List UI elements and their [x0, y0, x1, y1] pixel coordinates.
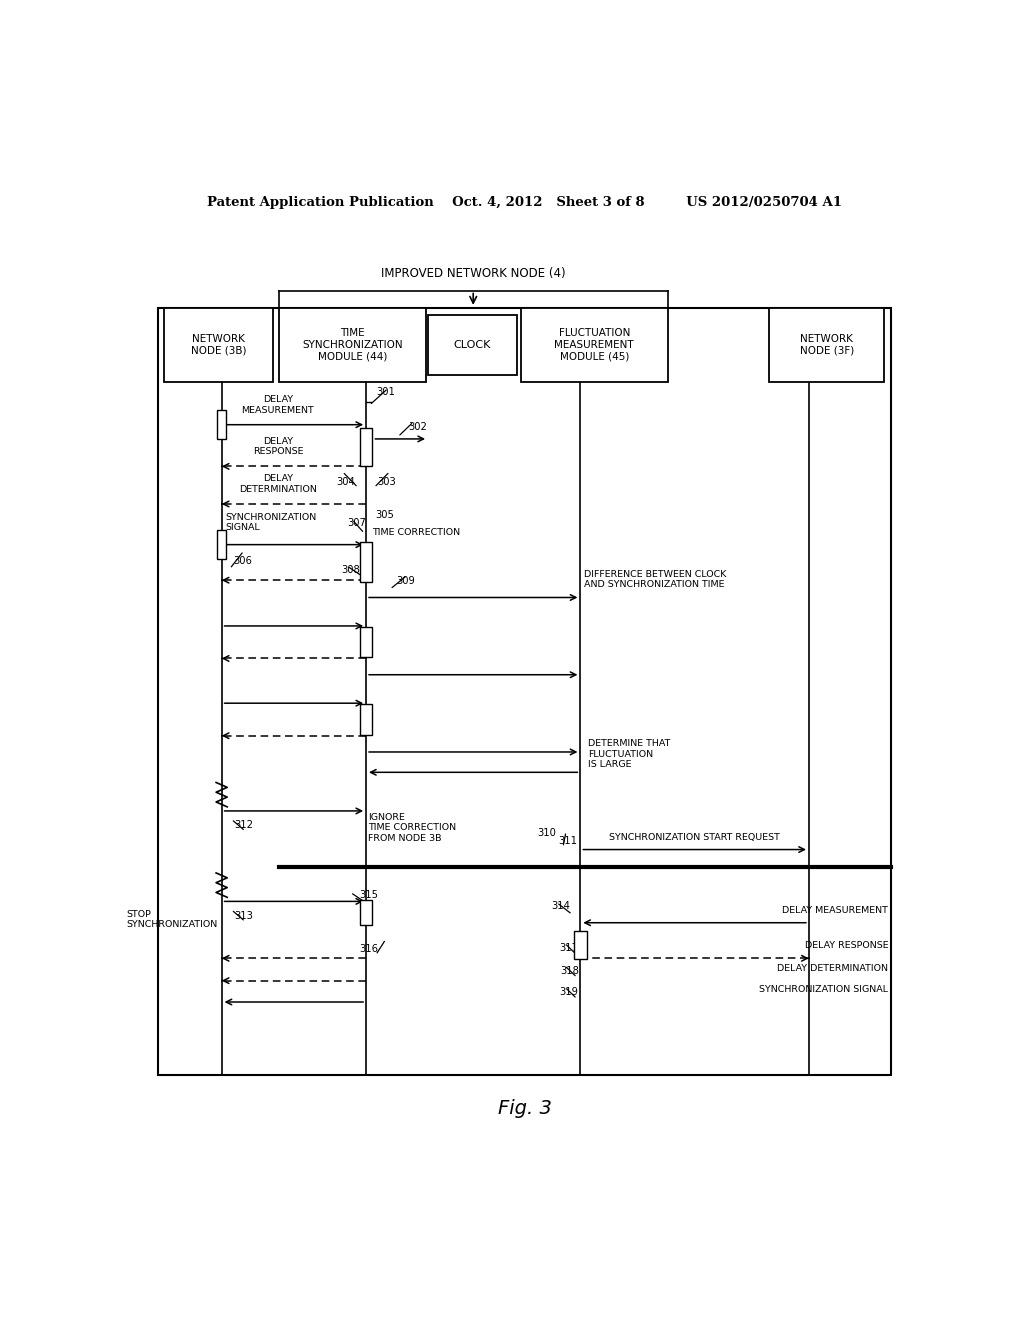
Text: DELAY DETERMINATION: DELAY DETERMINATION: [777, 964, 888, 973]
Text: 306: 306: [232, 556, 252, 566]
Text: 311: 311: [558, 837, 578, 846]
Text: 301: 301: [377, 387, 395, 397]
Text: TIME CORRECTION: TIME CORRECTION: [373, 528, 461, 536]
Text: DELAY
MEASUREMENT: DELAY MEASUREMENT: [242, 395, 314, 414]
Text: CLOCK: CLOCK: [454, 341, 492, 350]
Text: DELAY
RESPONSE: DELAY RESPONSE: [253, 437, 303, 457]
Text: 304: 304: [336, 477, 355, 487]
Bar: [279, 308, 426, 381]
Text: DELAY RESPONSE: DELAY RESPONSE: [805, 941, 888, 950]
Text: 319: 319: [560, 987, 579, 997]
Text: 309: 309: [396, 577, 415, 586]
Text: 315: 315: [359, 890, 378, 900]
Text: DELAY
DETERMINATION: DELAY DETERMINATION: [239, 474, 316, 494]
Text: DELAY MEASUREMENT: DELAY MEASUREMENT: [782, 906, 888, 915]
Text: 318: 318: [560, 965, 579, 975]
Text: NETWORK
NODE (3B): NETWORK NODE (3B): [190, 334, 246, 355]
Text: STOP
SYNCHRONIZATION: STOP SYNCHRONIZATION: [126, 909, 218, 929]
Text: 312: 312: [234, 820, 253, 830]
Text: TIME
SYNCHRONIZATION
MODULE (44): TIME SYNCHRONIZATION MODULE (44): [302, 329, 402, 362]
Text: DETERMINE THAT
FLUCTUATION
IS LARGE: DETERMINE THAT FLUCTUATION IS LARGE: [588, 739, 671, 770]
Text: 308: 308: [341, 565, 359, 576]
Text: IGNORE
TIME CORRECTION
FROM NODE 3B: IGNORE TIME CORRECTION FROM NODE 3B: [368, 813, 456, 842]
Text: 307: 307: [347, 519, 366, 528]
Text: SYNCHRONIZATION
SIGNAL: SYNCHRONIZATION SIGNAL: [225, 513, 316, 532]
Bar: [574, 931, 587, 960]
Bar: [359, 900, 373, 925]
Bar: [217, 411, 226, 440]
Text: 313: 313: [234, 911, 253, 920]
Text: 310: 310: [538, 828, 556, 838]
Text: FLUCTUATION
MEASUREMENT
MODULE (45): FLUCTUATION MEASUREMENT MODULE (45): [554, 329, 634, 362]
Text: 305: 305: [376, 510, 394, 520]
Text: 303: 303: [377, 477, 396, 487]
Bar: [359, 627, 373, 657]
Bar: [428, 315, 517, 375]
Text: 314: 314: [551, 902, 570, 912]
Bar: [164, 308, 273, 381]
Bar: [158, 308, 892, 1076]
Bar: [359, 704, 373, 735]
Text: Fig. 3: Fig. 3: [498, 1100, 552, 1118]
Bar: [217, 531, 226, 558]
Text: SYNCHRONIZATION SIGNAL: SYNCHRONIZATION SIGNAL: [759, 985, 888, 994]
Text: NETWORK
NODE (3F): NETWORK NODE (3F): [800, 334, 854, 355]
Text: SYNCHRONIZATION START REQUEST: SYNCHRONIZATION START REQUEST: [609, 833, 780, 842]
Text: 316: 316: [359, 944, 378, 954]
Text: IMPROVED NETWORK NODE (4): IMPROVED NETWORK NODE (4): [381, 268, 565, 280]
Text: DIFFERENCE BETWEEN CLOCK
AND SYNCHRONIZATION TIME: DIFFERENCE BETWEEN CLOCK AND SYNCHRONIZA…: [585, 570, 727, 589]
Bar: [521, 308, 668, 381]
Text: 317: 317: [560, 944, 579, 953]
Text: 302: 302: [409, 421, 427, 432]
Bar: [359, 541, 373, 582]
Bar: [359, 428, 373, 466]
Bar: [769, 308, 885, 381]
Text: Patent Application Publication    Oct. 4, 2012   Sheet 3 of 8         US 2012/02: Patent Application Publication Oct. 4, 2…: [207, 195, 843, 209]
